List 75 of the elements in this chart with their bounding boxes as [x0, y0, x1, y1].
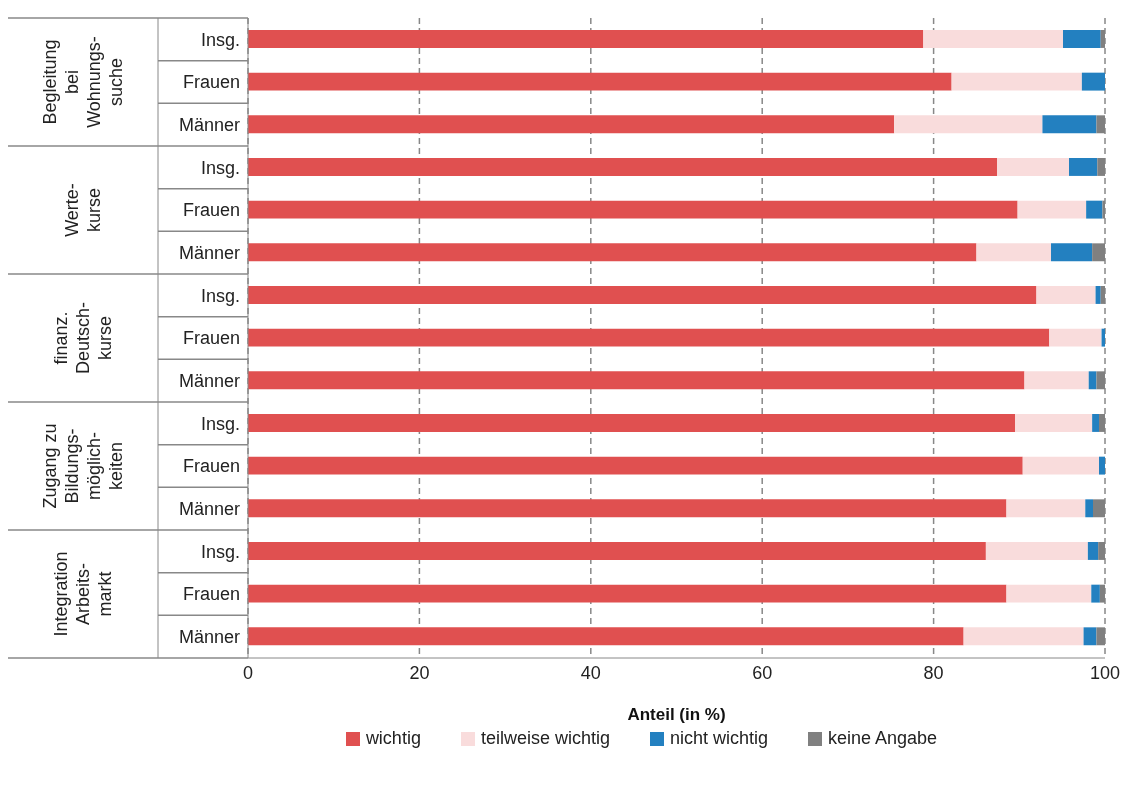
bar — [248, 286, 1037, 304]
y-tick-label: Männer — [178, 627, 241, 648]
bar — [923, 30, 1064, 48]
legend-label: wichtig — [364, 728, 421, 749]
y-tick-label: Insg. — [200, 285, 240, 306]
text: finanz. Deutsch- kurse — [50, 301, 116, 375]
bar — [985, 542, 1088, 560]
bar — [1092, 414, 1099, 432]
x-axis-title: Anteil (in %) — [627, 705, 726, 724]
bar — [1099, 456, 1105, 475]
bar — [248, 200, 1018, 219]
bar — [1006, 584, 1092, 603]
bar — [1087, 542, 1099, 560]
y-tick-label: Männer — [178, 499, 241, 520]
bar — [1036, 286, 1096, 304]
y-tick-label: Frauen — [182, 328, 240, 349]
legend-label: teilweise wichtig — [479, 728, 610, 749]
bar — [963, 627, 1084, 646]
bar — [1083, 627, 1097, 646]
y-tick-label: Frauen — [182, 200, 240, 221]
bar — [1086, 200, 1103, 219]
bar — [1042, 115, 1097, 134]
x-tick-label: 60 — [752, 662, 773, 683]
bar — [1088, 371, 1097, 390]
bar — [248, 542, 986, 560]
bar — [248, 158, 998, 176]
x-tick-label: 80 — [923, 662, 944, 683]
bar — [248, 371, 1025, 390]
bar — [248, 499, 1007, 518]
bar — [248, 627, 964, 646]
bar — [248, 328, 1050, 347]
y-tick-label: Männer — [178, 371, 241, 392]
bar — [1081, 72, 1105, 91]
bar — [1024, 371, 1089, 390]
y-tick-label: Insg. — [200, 413, 240, 434]
text: Begleitung bei Wohnungs- suche — [39, 36, 127, 128]
bar — [1017, 200, 1087, 219]
x-tick-label: 40 — [580, 662, 601, 683]
bar — [976, 243, 1052, 262]
bar — [248, 414, 1016, 432]
legend-label: nicht wichtig — [668, 728, 769, 749]
text: Integration Arbeits- markt — [50, 551, 116, 637]
y-tick-label: Frauen — [182, 456, 240, 477]
y-tick-label: Männer — [178, 115, 241, 136]
bar — [1091, 584, 1100, 603]
y-tick-label: Insg. — [200, 29, 240, 50]
x-tick-label: 20 — [409, 662, 430, 683]
bar — [1022, 456, 1099, 475]
bar — [248, 72, 952, 91]
y-tick-label: Frauen — [182, 584, 240, 605]
bar — [1051, 243, 1093, 262]
y-tick-label: Männer — [178, 243, 241, 264]
bar — [248, 30, 924, 48]
x-tick-label: 0 — [242, 662, 254, 683]
bar — [1095, 286, 1101, 304]
text: Werte- kurse — [61, 183, 105, 237]
bar — [1069, 158, 1098, 176]
bar — [248, 584, 1007, 603]
y-tick-label: Frauen — [182, 72, 240, 93]
bar — [1049, 328, 1102, 347]
bar — [1006, 499, 1086, 518]
bar — [1085, 499, 1093, 518]
bar — [248, 456, 1023, 475]
legend-label: keine Angabe — [827, 728, 938, 749]
x-tick-label: 100 — [1089, 662, 1121, 683]
bar — [997, 158, 1070, 176]
bar — [248, 243, 977, 262]
bar — [248, 115, 895, 134]
bar — [1015, 414, 1093, 432]
bar — [1063, 30, 1101, 48]
bar — [894, 115, 1043, 134]
bar — [951, 72, 1082, 91]
y-tick-label: Insg. — [200, 157, 240, 178]
y-tick-label: Insg. — [200, 541, 240, 562]
text: Zugang zu Bildungs- möglich- keiten — [39, 423, 127, 509]
